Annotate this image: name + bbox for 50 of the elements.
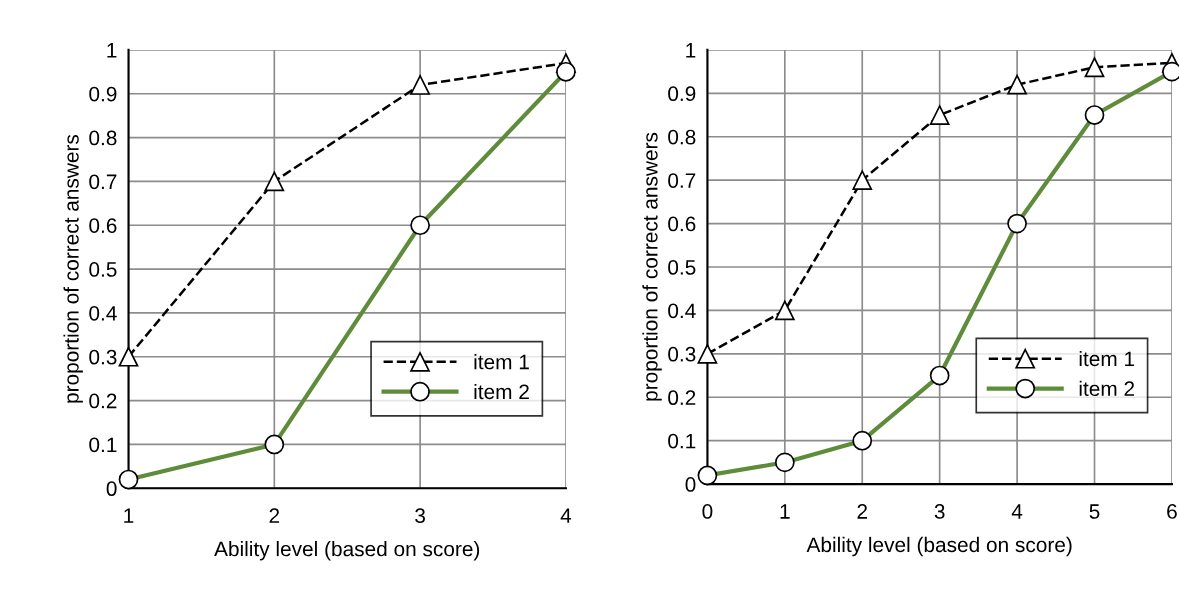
y-tick-label: 0.2 xyxy=(89,393,117,409)
x-tick-label: 2 xyxy=(857,504,867,519)
y-tick-label: 0.6 xyxy=(668,216,696,232)
legend-label: item 1 xyxy=(474,354,529,370)
y-tick-label: 0.2 xyxy=(668,390,696,406)
y-tick-label: 1 xyxy=(686,43,696,58)
point xyxy=(697,343,718,364)
x-tick-label: 3 xyxy=(934,504,945,519)
y-tick-label: 0.8 xyxy=(89,130,117,146)
point xyxy=(1084,57,1105,78)
y-tick-label: 1 xyxy=(107,43,117,58)
x-tick-label: 4 xyxy=(560,508,572,523)
y-axis-title: proportion of correct answers xyxy=(63,134,83,403)
x-tick-label: 0 xyxy=(702,504,713,519)
x-tick-label: 1 xyxy=(124,508,134,523)
y-tick-label: 0.1 xyxy=(89,437,117,453)
y-tick-label: 0.5 xyxy=(89,262,117,277)
y-tick-label: 0.8 xyxy=(668,129,696,145)
y-tick-label: 0.5 xyxy=(668,260,696,275)
y-tick-label: 0.4 xyxy=(668,303,696,319)
y-tick-label: 0.3 xyxy=(668,346,696,362)
y-tick-label: 0.7 xyxy=(668,173,696,188)
y-axis-title: proportion of correct answers xyxy=(642,132,662,401)
x-tick-label: 6 xyxy=(1167,504,1177,519)
legend-label: item 2 xyxy=(474,383,529,400)
legend-label: item 1 xyxy=(1079,350,1135,367)
x-tick-label: 1 xyxy=(780,504,790,519)
point xyxy=(929,105,950,125)
y-tick-label: 0.9 xyxy=(668,86,696,102)
y-tick-label: 0 xyxy=(685,477,696,492)
x-axis-title: Ability level (based on score) xyxy=(214,541,480,561)
y-tick-label: 0.9 xyxy=(89,86,117,102)
point xyxy=(852,170,873,191)
point xyxy=(264,171,285,192)
point xyxy=(1007,74,1027,95)
legend-label: item 2 xyxy=(1079,380,1135,397)
point xyxy=(410,75,430,95)
x-tick-label: 2 xyxy=(269,508,280,523)
y-tick-label: 0.4 xyxy=(89,305,117,321)
x-tick-label: 4 xyxy=(1011,504,1023,519)
x-tick-label: 3 xyxy=(415,508,425,524)
y-tick-label: 0.7 xyxy=(89,174,117,190)
point xyxy=(774,300,795,321)
x-tick-label: 5 xyxy=(1089,504,1100,519)
y-tick-label: 0.1 xyxy=(668,433,696,449)
y-tick-label: 0.6 xyxy=(89,218,117,233)
x-axis-title: Ability level (based on score) xyxy=(806,536,1072,557)
point xyxy=(118,346,139,367)
y-tick-label: 0 xyxy=(106,481,117,497)
y-tick-label: 0.3 xyxy=(89,349,117,365)
